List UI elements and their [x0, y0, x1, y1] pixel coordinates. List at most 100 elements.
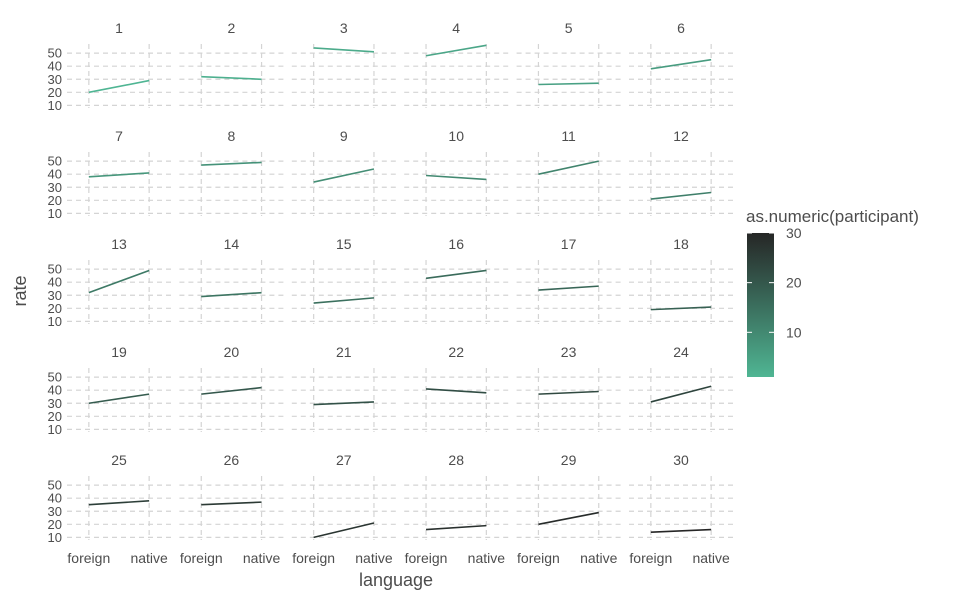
facet-label: 7	[115, 128, 123, 144]
x-axis-label: language	[359, 570, 433, 590]
series-line-participant-3	[313, 47, 375, 53]
y-axis-label: rate	[10, 275, 30, 306]
y-tick-label: 30	[48, 180, 62, 195]
facet-label: 17	[561, 236, 577, 252]
series-line-participant-15	[313, 297, 375, 304]
series-line-participant-5	[538, 82, 599, 86]
y-tick-label: 20	[48, 85, 62, 100]
facet-label: 12	[673, 128, 689, 144]
legend-colorbar	[747, 233, 774, 377]
facet-label: 2	[228, 20, 236, 36]
y-tick-label: 50	[48, 46, 62, 61]
series-line-participant-25	[88, 500, 150, 506]
facet-label: 29	[561, 452, 577, 468]
facet-label: 21	[336, 344, 352, 360]
series-line-participant-6	[650, 58, 712, 70]
series-line-participant-17	[538, 285, 599, 291]
y-tick-label: 30	[48, 396, 62, 411]
series-line-participant-21	[313, 401, 374, 406]
y-tick-label: 40	[48, 59, 62, 74]
series-line-participant-12	[650, 191, 712, 200]
series-line-participant-10	[425, 174, 487, 181]
series-line-participant-9	[313, 168, 375, 183]
series-line-participant-2	[201, 75, 262, 81]
y-tick-label: 10	[48, 98, 62, 113]
series-line-participant-24	[650, 385, 712, 403]
series-line-participant-27	[313, 522, 375, 539]
series-line-participant-23	[538, 390, 599, 395]
y-tick-label: 10	[48, 422, 62, 437]
y-tick-label: 40	[48, 275, 62, 290]
legend-tick-label: 30	[786, 225, 802, 241]
facet-label: 26	[224, 452, 240, 468]
series-line-participant-19	[88, 393, 150, 405]
facet-label: 30	[673, 452, 689, 468]
facet-label: 27	[336, 452, 352, 468]
x-tick-label: native	[243, 550, 281, 566]
facet-label: 25	[111, 452, 127, 468]
series-line-participant-11	[538, 160, 599, 175]
x-tick-label: foreign	[292, 550, 335, 566]
facet-label: 1	[115, 20, 123, 36]
y-tick-label: 30	[48, 504, 62, 519]
y-tick-label: 20	[48, 409, 62, 424]
series-line-participant-14	[201, 291, 262, 298]
y-tick-label: 50	[48, 370, 62, 385]
facet-label: 8	[228, 128, 236, 144]
facet-label: 11	[561, 128, 576, 144]
facet-label: 28	[448, 452, 464, 468]
series-line-participant-20	[201, 386, 262, 395]
series-line-participant-7	[88, 172, 150, 178]
series-line-participant-13	[88, 269, 150, 294]
y-tick-label: 30	[48, 72, 62, 87]
series-line-participant-26	[201, 501, 262, 506]
facet-label: 3	[340, 20, 348, 36]
y-tick-label: 40	[48, 167, 62, 182]
series-line-participant-28	[425, 524, 487, 531]
y-tick-label: 50	[48, 154, 62, 169]
x-tick-label: foreign	[67, 550, 110, 566]
x-tick-label: native	[692, 550, 730, 566]
facet-label: 5	[565, 20, 573, 36]
facet-label: 23	[561, 344, 577, 360]
series-line-participant-18	[650, 306, 712, 311]
facet-label: 6	[677, 20, 685, 36]
facet-label: 4	[452, 20, 460, 36]
facet-label: 10	[448, 128, 464, 144]
y-tick-label: 20	[48, 193, 62, 208]
x-tick-label: native	[580, 550, 618, 566]
x-tick-label: native	[355, 550, 393, 566]
series-line-participant-22	[425, 388, 487, 394]
x-tick-label: foreign	[180, 550, 223, 566]
y-tick-label: 10	[48, 530, 62, 545]
x-tick-label: foreign	[405, 550, 448, 566]
series-line-participant-1	[88, 79, 150, 94]
x-tick-label: foreign	[517, 550, 560, 566]
x-tick-label: native	[130, 550, 168, 566]
legend-title: as.numeric(participant)	[746, 207, 919, 226]
y-tick-label: 30	[48, 288, 62, 303]
facet-label: 9	[340, 128, 348, 144]
y-tick-label: 10	[48, 314, 62, 329]
y-tick-label: 50	[48, 478, 62, 493]
legend-tick-label: 20	[786, 275, 802, 291]
y-tick-label: 20	[48, 517, 62, 532]
facet-label: 20	[224, 344, 240, 360]
series-line-participant-4	[425, 44, 487, 57]
facet-label: 15	[336, 236, 352, 252]
series-line-participant-30	[650, 528, 712, 533]
facet-label: 24	[673, 344, 689, 360]
y-tick-label: 40	[48, 383, 62, 398]
y-tick-label: 40	[48, 491, 62, 506]
y-tick-label: 20	[48, 301, 62, 316]
series-line-participant-8	[201, 161, 262, 166]
x-tick-label: foreign	[629, 550, 672, 566]
facet-label: 16	[448, 236, 464, 252]
y-tick-label: 50	[48, 262, 62, 277]
series-line-participant-16	[425, 269, 487, 280]
facet-label: 18	[673, 236, 689, 252]
facet-label: 13	[111, 236, 127, 252]
facet-label: 14	[224, 236, 240, 252]
